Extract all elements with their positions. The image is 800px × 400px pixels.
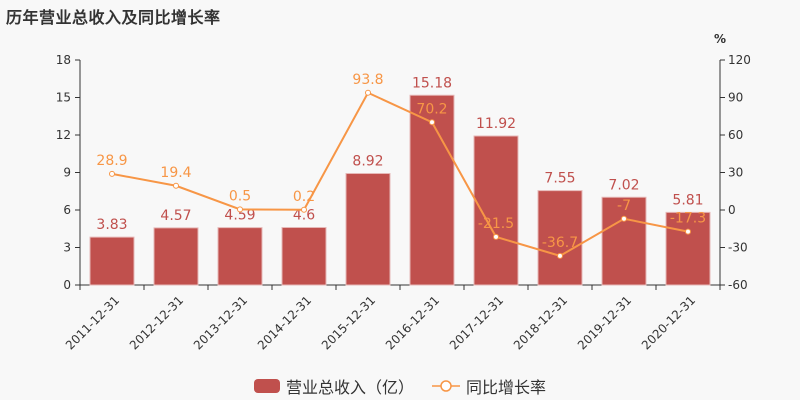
line-marker-icon <box>432 380 460 392</box>
x-axis-label: 2017-12-31 <box>447 293 506 352</box>
left-axis-tick: 18 <box>56 53 71 67</box>
line-point[interactable] <box>557 252 563 259</box>
legend-label-revenue: 营业总收入（亿） <box>285 378 414 397</box>
line-value-label: 0.2 <box>293 189 315 205</box>
bar-value-label: 11.92 <box>476 116 516 132</box>
bar[interactable] <box>153 227 199 286</box>
line-point[interactable] <box>685 228 691 235</box>
line-point[interactable] <box>429 119 435 126</box>
legend: 营业总收入（亿） 同比增长率 <box>0 374 800 398</box>
bar-value-label: 4.59 <box>224 208 255 224</box>
line-point[interactable] <box>621 215 627 222</box>
left-axis-tick: 12 <box>56 128 71 142</box>
line-value-label: 93.8 <box>352 72 383 88</box>
x-axis-label: 2014-12-31 <box>255 293 314 352</box>
x-axis-label: 2012-12-31 <box>127 293 186 352</box>
x-axis-label: 2018-12-31 <box>511 293 570 352</box>
bar-value-label: 5.81 <box>672 192 703 208</box>
bar[interactable] <box>345 173 391 286</box>
bar-value-label: 8.92 <box>352 154 383 170</box>
line-point[interactable] <box>365 89 371 96</box>
bar-value-label: 15.18 <box>412 75 452 91</box>
right-axis-tick: 120 <box>728 53 751 67</box>
x-axis-label: 2015-12-31 <box>319 293 378 352</box>
x-axis-label: 2013-12-31 <box>191 293 250 352</box>
line-value-label: -21.5 <box>478 216 514 232</box>
bar[interactable] <box>601 196 647 286</box>
line-value-label: -17.3 <box>670 211 706 227</box>
right-axis-tick: 90 <box>728 91 743 105</box>
bar-value-label: 4.57 <box>160 208 191 224</box>
line-value-label: 19.4 <box>160 165 191 181</box>
x-axis-label: 2016-12-31 <box>383 293 442 352</box>
legend-item-revenue[interactable]: 营业总收入（亿） <box>253 374 414 398</box>
line-value-label: 0.5 <box>229 188 251 204</box>
line-value-label: 70.2 <box>416 101 447 117</box>
x-axis-label: 2019-12-31 <box>575 293 634 352</box>
bar[interactable] <box>89 236 135 286</box>
right-axis-tick: 0 <box>728 203 736 217</box>
line-point[interactable] <box>109 170 115 177</box>
bar[interactable] <box>537 190 583 286</box>
bar-value-label: 3.83 <box>96 217 127 233</box>
left-axis-tick: 9 <box>63 166 71 180</box>
x-axis-label: 2011-12-31 <box>63 293 122 352</box>
left-axis-tick: 15 <box>56 91 71 105</box>
bar-value-label: 7.02 <box>608 177 639 193</box>
right-axis-tick: 30 <box>728 166 743 180</box>
line-point[interactable] <box>493 233 499 240</box>
right-axis-tick: 60 <box>728 128 743 142</box>
line-value-label: -7 <box>617 198 631 214</box>
bar-swatch-icon <box>253 379 280 393</box>
line-point[interactable] <box>173 182 179 189</box>
growth-line <box>111 91 689 257</box>
bar[interactable] <box>281 227 327 286</box>
legend-item-growth[interactable]: 同比增长率 <box>432 374 546 398</box>
x-axis-label: 2020-12-31 <box>639 293 698 352</box>
left-axis-tick: 3 <box>63 241 71 255</box>
bar[interactable] <box>665 211 711 286</box>
right-axis-tick: -30 <box>728 241 748 255</box>
bar-value-label: 4.6 <box>293 208 315 224</box>
line-value-label: 28.9 <box>96 153 127 169</box>
bar[interactable] <box>217 227 263 286</box>
left-axis-tick: 6 <box>63 203 71 217</box>
line-point[interactable] <box>237 206 243 213</box>
right-axis-unit: % <box>714 32 726 46</box>
line-point[interactable] <box>301 206 307 213</box>
chart-title-text: 历年营业总收入及同比增长率 <box>6 8 221 27</box>
chart-title: 历年营业总收入及同比增长率 <box>6 4 221 28</box>
line-value-label: -36.7 <box>542 235 578 251</box>
left-axis-tick: 0 <box>63 278 71 292</box>
bar[interactable] <box>409 94 455 286</box>
legend-label-growth: 同比增长率 <box>466 378 547 397</box>
right-axis-tick: -60 <box>728 278 748 292</box>
bar-value-label: 7.55 <box>544 171 575 187</box>
